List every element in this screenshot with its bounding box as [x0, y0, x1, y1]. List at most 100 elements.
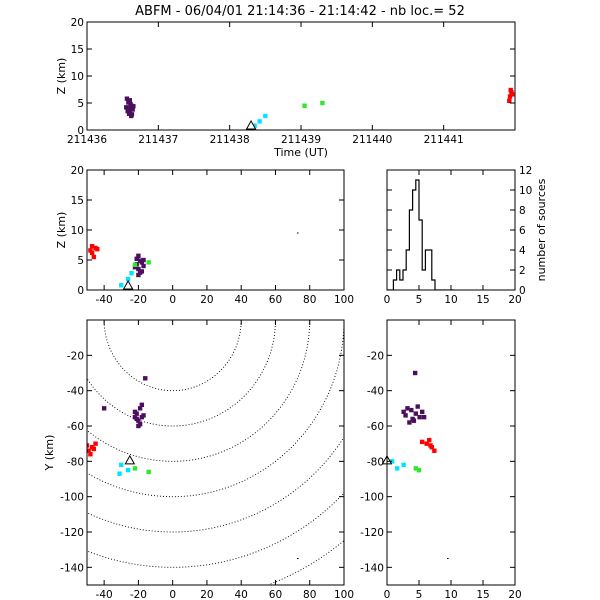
y-tick-label: -80: [67, 456, 84, 468]
red-source-point: [424, 441, 429, 446]
x-tick-label: 0: [384, 589, 391, 600]
x-tick-label: 211440: [352, 134, 392, 146]
x-tick-label: 15: [476, 294, 489, 306]
red-source-point: [432, 448, 437, 453]
purple-source-point: [132, 409, 138, 415]
station-marker-icon: [122, 279, 134, 290]
purple-source-point: [137, 406, 143, 411]
plot-area: [87, 320, 344, 585]
purple-source-point: [127, 98, 132, 103]
y-tick-label: -40: [67, 386, 84, 398]
y-tick-label: -20: [367, 350, 384, 362]
histogram-outline: [387, 179, 455, 290]
axis-source-point: [296, 558, 299, 559]
red-source-point: [95, 247, 100, 252]
purple-source-point: [141, 257, 146, 263]
y-tick-label: 15: [71, 44, 84, 56]
cyan-source-point: [117, 471, 122, 476]
x-tick-label: -20: [130, 294, 147, 306]
axes-frame: [86, 319, 345, 586]
green-source-point: [320, 100, 325, 106]
green-source-series: [132, 466, 151, 475]
time-height-panel: 211436 211437 211438 211439 211440 211441 0 5 10…: [55, 17, 516, 159]
purple-source-point: [129, 113, 134, 119]
purple-source-point: [128, 101, 133, 107]
axes-frame: [386, 319, 516, 586]
x-axis-label: Time (UT): [273, 146, 328, 159]
red-source-point: [420, 439, 425, 445]
station-marker-icon: [245, 119, 257, 130]
x-tick-label: -20: [130, 589, 147, 600]
x-tick-label: 20: [508, 294, 521, 306]
red-source-series: [420, 437, 437, 453]
red-source-point: [89, 244, 95, 249]
y-tick-label: 2: [519, 265, 526, 277]
x-tick-label: 0: [384, 294, 391, 306]
y-axis-label: number of sources: [535, 178, 548, 281]
purple-source-point: [126, 106, 131, 111]
cyan-source-point: [389, 459, 395, 464]
y-tick-label: -20: [67, 350, 84, 362]
purple-source-point: [136, 253, 141, 258]
range-ring: [266, 539, 344, 585]
axis-source-series: [296, 558, 299, 559]
y-tick-label: -60: [367, 421, 384, 433]
green-source-point: [302, 103, 307, 108]
purple-source-point: [415, 404, 420, 409]
purple-source-point: [130, 107, 135, 112]
x-height-panel: -40 -20 0 20 40 60 80 100 0 5 10 15 20 Z (km): [55, 165, 354, 306]
axes-frame: [86, 21, 516, 131]
x-tick-label: 211439: [281, 134, 321, 146]
red-source-point: [89, 250, 95, 255]
cyan-source-point: [395, 466, 400, 471]
y-tick-label: 12: [519, 165, 532, 177]
plot-area: [124, 87, 515, 128]
red-source-series: [88, 244, 100, 260]
purple-source-point: [136, 272, 141, 278]
cyan-source-series: [119, 271, 134, 288]
plot-area: [387, 179, 455, 290]
range-ring: [87, 320, 344, 498]
y-tick-label: -100: [360, 492, 384, 504]
purple-source-point: [409, 407, 414, 413]
purple-source-point: [410, 416, 415, 422]
cyan-source-point: [129, 271, 134, 276]
cyan-source-point: [401, 462, 406, 468]
red-source-series: [87, 441, 98, 457]
purple-source-point: [143, 376, 148, 381]
purple-source-point: [421, 414, 427, 420]
green-source-point: [413, 466, 418, 471]
red-source-point: [88, 248, 93, 253]
y-axis-label: Z (km): [55, 212, 68, 249]
x-tick-label: 80: [303, 294, 316, 306]
y-tick-label: -140: [60, 562, 84, 574]
red-source-point: [91, 254, 97, 260]
axis-source-point: [296, 232, 299, 234]
red-source-point: [93, 441, 98, 446]
axis-source-series: [447, 558, 449, 559]
y-tick-label: 0: [519, 285, 526, 297]
purple-source-point: [412, 370, 418, 376]
green-source-point: [132, 262, 138, 267]
purple-source-point: [141, 263, 146, 269]
x-tick-label: 60: [269, 589, 282, 600]
x-tick-label: 5: [416, 589, 423, 600]
purple-source-point: [420, 409, 425, 415]
red-source-point: [509, 92, 515, 97]
red-source-point: [88, 452, 93, 457]
x-tick-label: 20: [200, 589, 213, 600]
figure-title: ABFM - 06/04/01 21:14:36 - 21:14:42 - nb…: [135, 4, 465, 19]
y-axis-label: Z (km): [55, 58, 68, 95]
green-source-series: [413, 466, 422, 473]
cyan-source-point: [119, 462, 124, 468]
purple-source-point: [401, 409, 406, 415]
red-source-point: [87, 448, 91, 453]
purple-source-point: [132, 265, 138, 270]
green-source-point: [416, 467, 422, 473]
x-tick-label: 211438: [210, 134, 250, 146]
y-tick-label: 15: [71, 195, 84, 207]
x-tick-label: 211437: [138, 134, 178, 146]
cyan-source-point: [257, 119, 262, 124]
